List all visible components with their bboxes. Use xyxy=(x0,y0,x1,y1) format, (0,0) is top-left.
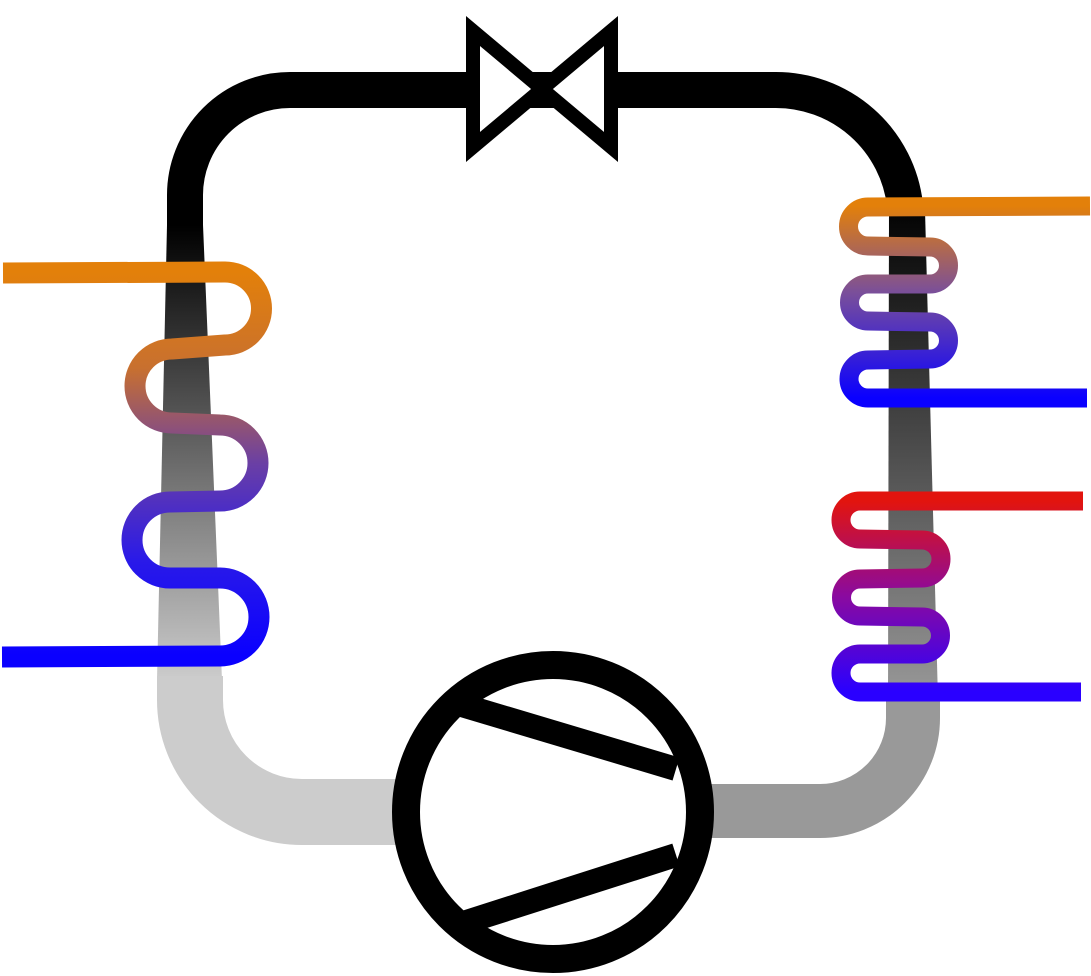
evaporator-coil-icon xyxy=(1,261,272,668)
condenser-coil-upper-icon xyxy=(839,196,1091,408)
pipe-bottom-left xyxy=(157,676,410,845)
pipe-top xyxy=(167,71,923,225)
compressor-icon xyxy=(392,651,714,973)
pipe-bottom-right xyxy=(700,696,940,838)
pipe-left-vertical xyxy=(157,225,222,680)
condenser-coil-lower-icon xyxy=(831,491,1083,702)
expansion-valve-icon xyxy=(466,15,618,163)
